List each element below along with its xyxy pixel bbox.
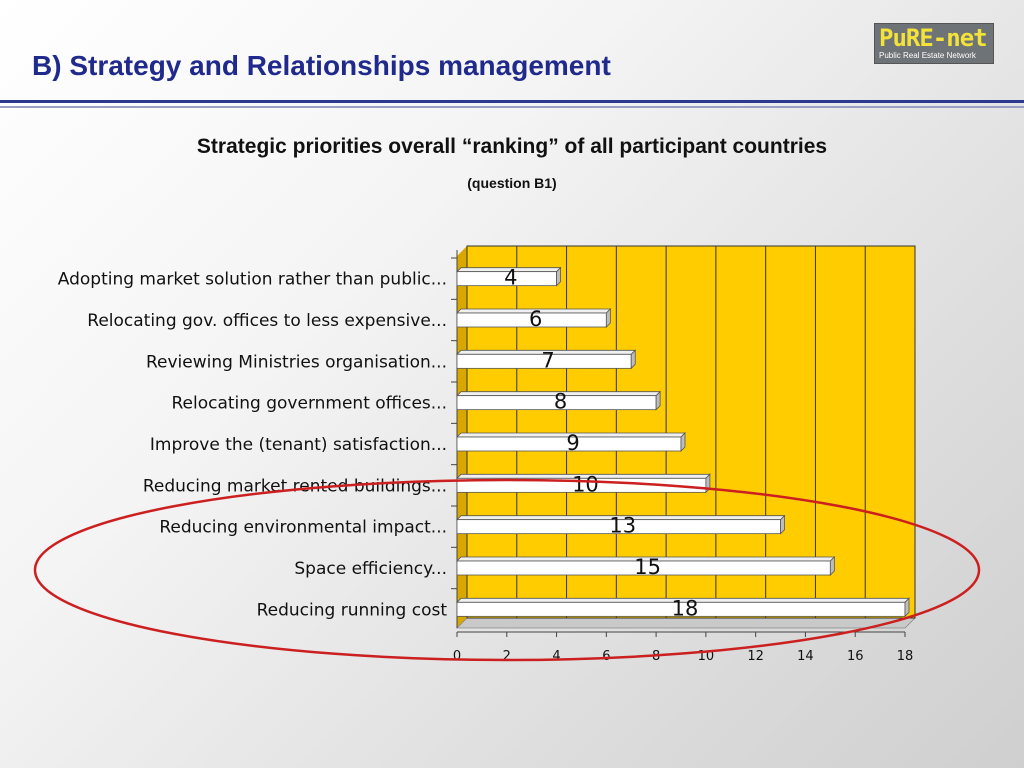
data-label: 4 — [504, 266, 517, 290]
title-rule — [0, 100, 1024, 103]
category-label: Relocating gov. offices to less expensiv… — [87, 311, 447, 331]
highlight-ellipse — [33, 478, 981, 662]
category-label: Reducing running cost — [257, 600, 448, 620]
x-tick-label-4: 4 — [552, 649, 560, 664]
bar-end-face — [605, 308, 611, 328]
data-label: 8 — [554, 390, 567, 414]
bar-end-face — [904, 597, 910, 618]
bar-end-face — [556, 266, 561, 287]
chart-subheading: (question B1) — [467, 175, 557, 191]
bar-end-face — [780, 514, 785, 535]
bar-end-face — [655, 390, 661, 411]
data-label: 18 — [672, 596, 699, 620]
x-tick-label-14: 14 — [797, 649, 814, 664]
category-label: Reviewing Ministries organisation... — [146, 352, 447, 372]
data-label: 13 — [609, 514, 636, 538]
category-label: Adopting market solution rather than pub… — [58, 270, 447, 290]
x-tick-label-0: 0 — [453, 649, 461, 664]
pure-net-logo: PuRE-net Public Real Estate Network — [874, 23, 994, 64]
chart-heading: Strategic priorities overall “ranking” o… — [196, 135, 828, 158]
category-label: Reducing market rented buildings... — [143, 476, 447, 496]
data-label: 10 — [572, 472, 599, 496]
bar-end-face — [630, 349, 636, 370]
data-label: 9 — [566, 431, 579, 455]
bar-end-face — [680, 432, 686, 452]
logo-subtitle: Public Real Estate Network — [879, 51, 976, 60]
category-label: Improve the (tenant) satisfaction... — [150, 435, 447, 455]
data-label: 15 — [634, 555, 661, 579]
plot-border — [466, 245, 916, 619]
category-label: Reducing environmental impact... — [159, 518, 447, 538]
bar-end-face — [829, 556, 835, 576]
x-tick-label-6: 6 — [602, 649, 610, 664]
category-label: Relocating government offices... — [171, 394, 447, 414]
x-tick-label-16: 16 — [847, 649, 864, 664]
data-label: 6 — [529, 307, 542, 331]
title-rule-shadow — [0, 106, 1024, 108]
logo-name: PuRE-net — [879, 24, 988, 52]
category-label: Space efficiency... — [294, 559, 447, 579]
x-tick-label-2: 2 — [503, 649, 511, 664]
data-label: 7 — [541, 348, 554, 372]
x-tick-label-18: 18 — [897, 649, 914, 664]
slide-title: B) Strategy and Relationships management — [32, 50, 611, 81]
x-tick-label-12: 12 — [747, 649, 764, 664]
plot-back-wall — [467, 246, 915, 618]
